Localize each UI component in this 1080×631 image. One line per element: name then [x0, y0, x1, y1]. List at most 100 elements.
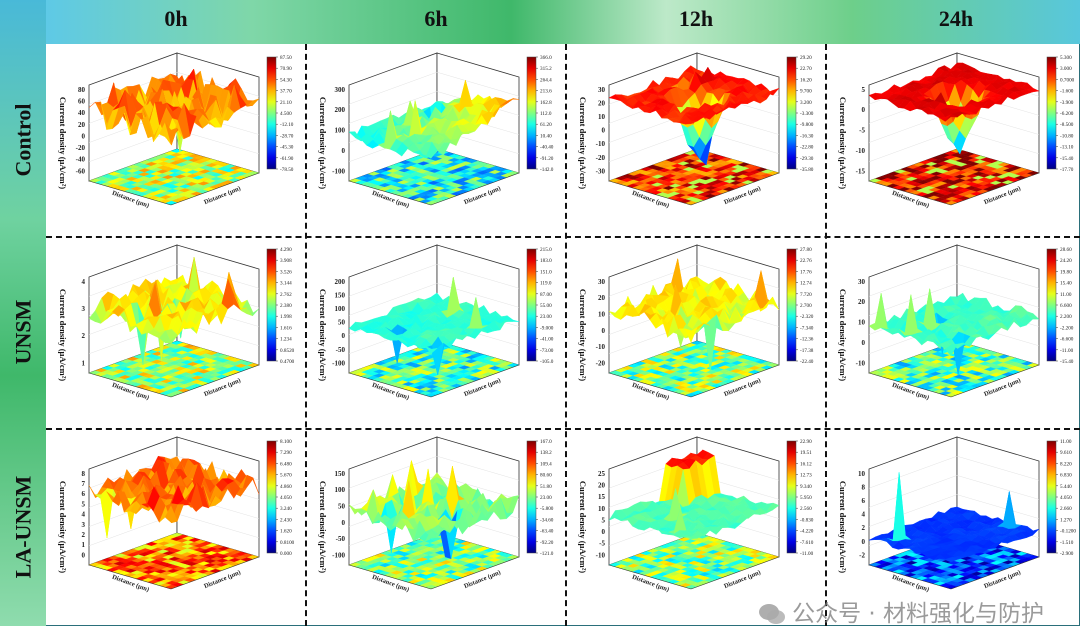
z-tick-label: 100 [335, 305, 346, 313]
column-header-band: 0h 6h 12h 24h [46, 0, 1080, 44]
z-tick-label: 2 [82, 531, 86, 539]
colorbar-tick-label: 15.40 [1060, 281, 1072, 287]
colorbar-tick-label: 366.0 [540, 55, 552, 61]
z-tick-label: 8 [82, 470, 86, 478]
colorbar-tick-label: -0.830 [800, 517, 814, 523]
colorbar-tick-label: -40.40 [540, 145, 554, 151]
colorbar-tick-label: 16.12 [800, 461, 812, 467]
colorbar-tick-label: 7.720 [800, 292, 812, 298]
colorbar-tick-label: -2.320 [800, 314, 814, 320]
colorbar-tick-label: -13.10 [1060, 145, 1074, 151]
colorbar-tick-label: 2.560 [800, 506, 812, 512]
z-tick-label: 50 [338, 502, 346, 510]
colorbar-tick-label: -9.800 [800, 122, 814, 128]
z-tick-label: 30 [858, 278, 866, 286]
colorbar-tick-label: 55.00 [540, 303, 552, 309]
z-tick-label: -60 [76, 167, 86, 175]
colorbar-tick-label: 1.998 [280, 314, 292, 320]
colorbar-tick-label: -17.70 [1060, 167, 1074, 173]
colorbar-tick-label: -6.200 [1060, 111, 1074, 117]
z-tick-label: 3 [82, 305, 86, 313]
colorbar-tick-label: 0.7000 [1060, 77, 1075, 83]
z-tick-label: -5 [859, 127, 865, 135]
colorbar-tick-label: -5.800 [540, 506, 554, 512]
z-tick-label: 20 [598, 481, 606, 489]
colorbar-tick-label: 17.76 [800, 269, 812, 275]
z-tick-label: 1 [82, 359, 86, 367]
colorbar-tick-label: -105.0 [540, 359, 554, 365]
colorbar-tick-label: 1.616 [280, 325, 292, 331]
z-tick-label: 4 [82, 511, 86, 519]
colorbar-tick-label: 9.340 [800, 484, 812, 490]
colorbar-tick-label: 1.620 [280, 529, 292, 535]
colorbar-tick-label: -35.80 [800, 167, 814, 173]
colorbar-tick-label: 10.40 [540, 133, 552, 139]
z-tick-label: 0 [602, 528, 606, 536]
colorbar-tick-label: 264.4 [540, 77, 552, 83]
row-label-text: Control [10, 104, 36, 177]
z-axis-title: Current density (μA/cm²) [838, 289, 848, 381]
z-tick-label: 60 [78, 97, 86, 105]
z-tick-label: 2 [82, 332, 86, 340]
colorbar-tick-label: -22.80 [800, 145, 814, 151]
z-tick-label: -100 [332, 551, 345, 559]
z-tick-label: 0 [342, 519, 346, 527]
colorbar-tick-label: 138.2 [540, 450, 552, 456]
colorbar-tick-label: 23.00 [540, 495, 552, 501]
colorbar-tick-label: 3.200 [800, 100, 812, 106]
colorbar [787, 249, 796, 361]
z-tick-label: -100 [332, 359, 345, 367]
colorbar-tick-label: -1.600 [1060, 89, 1074, 95]
z-axis-title: Current density (μA/cm²) [318, 481, 328, 573]
z-tick-label: -50 [336, 535, 346, 543]
z-tick-label: -100 [332, 167, 345, 175]
z-tick-label: 5 [82, 500, 86, 508]
z-tick-label: -30 [596, 167, 606, 175]
colorbar-tick-label: 2.762 [280, 292, 292, 298]
column-label-0h: 0h [46, 6, 306, 32]
row-header-band: Control UNSM LA-UNSM [0, 0, 46, 626]
colorbar [1047, 249, 1056, 361]
colorbar-tick-label: 22.90 [800, 439, 812, 445]
z-tick-label: -20 [76, 144, 86, 152]
row-label-text: UNSM [10, 300, 36, 365]
z-axis-title: Current density (μA/cm²) [318, 97, 328, 189]
z-tick-label: 3 [82, 521, 86, 529]
colorbar-tick-label: 167.0 [540, 439, 552, 445]
colorbar-tick-label: 183.0 [540, 258, 552, 264]
colorbar-tick-label: -4.220 [800, 529, 814, 535]
colorbar-tick-label: 8.100 [280, 439, 292, 445]
colorbar-tick-label: -3.900 [1060, 100, 1074, 106]
z-tick-label: 0 [862, 106, 866, 114]
colorbar-tick-label: -121.0 [540, 551, 554, 557]
colorbar [267, 249, 276, 361]
colorbar-tick-label: 3.144 [280, 281, 292, 287]
z-tick-label: 20 [598, 294, 606, 302]
colorbar-tick-label: 80.60 [540, 473, 552, 479]
colorbar [1047, 57, 1056, 169]
colorbar-tick-label: 151.0 [540, 269, 552, 275]
colorbar [527, 249, 536, 361]
z-tick-label: 20 [858, 298, 866, 306]
colorbar-tick-label: 70.90 [280, 66, 292, 72]
z-tick-label: 0 [82, 132, 86, 140]
z-tick-label: 7 [82, 480, 86, 488]
colorbar-tick-label: 0.8520 [280, 348, 295, 354]
column-label-12h: 12h [566, 6, 826, 32]
colorbar-tick-label: 29.20 [800, 55, 812, 61]
z-tick-label: 40 [78, 109, 86, 117]
colorbar-tick-label: 87.50 [280, 55, 292, 61]
colorbar [527, 57, 536, 169]
colorbar [527, 441, 536, 553]
z-axis-title: Current density (μA/cm²) [58, 289, 68, 381]
z-tick-label: 20 [78, 121, 86, 129]
z-tick-label: 10 [598, 113, 606, 121]
